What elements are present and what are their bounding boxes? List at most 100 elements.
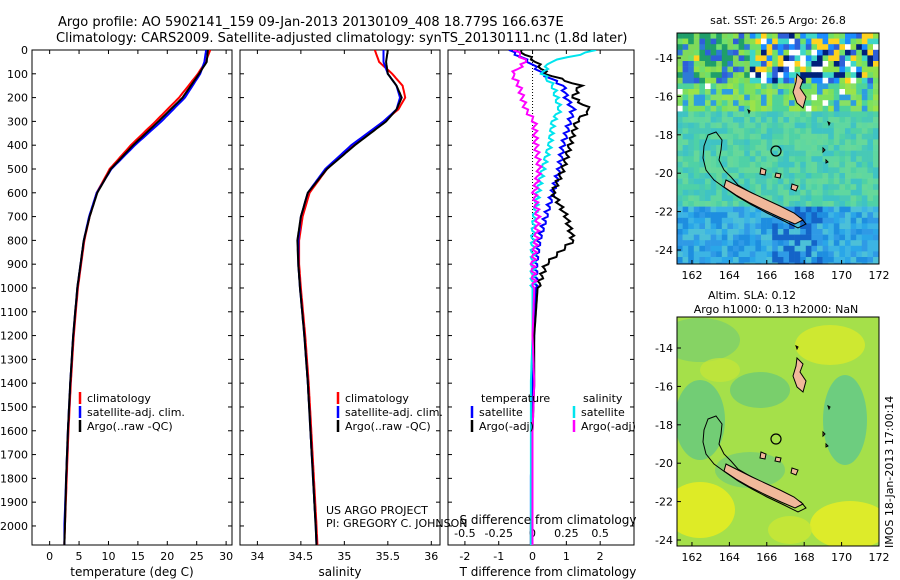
sst-cell [699, 139, 706, 146]
sst-cell [873, 66, 879, 73]
sst-cell [873, 44, 879, 51]
sst-cell [749, 167, 756, 174]
sst-cell [867, 38, 874, 45]
sst-cell [850, 105, 857, 112]
sst-cell [811, 133, 818, 140]
sst-cell [873, 77, 879, 84]
sst-cell [811, 262, 818, 264]
sst-cell [805, 212, 812, 219]
sst-cell [839, 217, 846, 224]
sst-cell [766, 77, 773, 84]
sst-cell [761, 55, 767, 62]
sst-cell [783, 139, 790, 146]
sst-cell [828, 150, 835, 157]
sst-cell [733, 161, 739, 168]
sst-cell [839, 150, 846, 157]
x-tick-label: 35.5 [376, 550, 401, 563]
sst-cell [794, 117, 801, 123]
sst-cell [856, 262, 863, 264]
sst-cell [867, 223, 874, 230]
sst-cell [693, 55, 700, 62]
x-tick-label: 10 [101, 550, 115, 563]
sst-cell [755, 33, 762, 39]
salinity-xlabel: salinity [318, 565, 361, 579]
sst-cell [800, 122, 807, 129]
sst-cell [693, 150, 700, 157]
sst-cell [772, 262, 779, 264]
sst-cell [828, 49, 835, 56]
sst-cell [833, 156, 840, 163]
sst-cell [733, 122, 739, 129]
sst-cell [867, 133, 874, 140]
sst-cell [693, 206, 700, 213]
y-tick-label: 1700 [0, 449, 28, 462]
sst-cell [733, 49, 739, 56]
sst-cell [777, 72, 784, 79]
sst-cell [867, 201, 874, 207]
sst-cell [738, 206, 745, 213]
sst-cell [677, 201, 683, 207]
sst-cell [811, 251, 818, 258]
sst-cell [828, 61, 835, 67]
map-y-tick-label: -20 [655, 167, 673, 180]
sst-cell [682, 117, 689, 123]
sst-cell [850, 111, 857, 118]
sst-cell [688, 150, 695, 157]
sst-cell [738, 111, 745, 118]
sst-cell [744, 229, 751, 235]
sst-cell [789, 156, 795, 163]
sst-cell [772, 105, 779, 112]
sst-cell [727, 111, 734, 118]
sla-yellow-patch [768, 516, 812, 544]
legend-label-t-satellite: satellite [479, 406, 523, 419]
sst-cell [738, 217, 745, 224]
sst-cell [755, 77, 762, 84]
sst-cell [749, 128, 756, 135]
sst-cell [693, 240, 700, 247]
sst-cell [677, 178, 683, 185]
sst-cell [755, 161, 762, 168]
sst-cell [766, 189, 773, 196]
sst-cell [845, 217, 851, 224]
sst-cell [699, 178, 706, 185]
sst-cell [794, 223, 801, 230]
sst-cell [716, 240, 723, 247]
sst-cell [839, 128, 846, 135]
sst-cell [693, 77, 700, 84]
sst-cell [744, 122, 751, 129]
sst-cell [794, 61, 801, 67]
sst-cell [772, 195, 779, 202]
sst-cell [744, 234, 751, 241]
sst-cell [828, 189, 835, 196]
sst-cell [716, 195, 723, 202]
sst-cell [861, 117, 868, 123]
sst-cell [744, 100, 751, 107]
sst-cell [856, 145, 863, 151]
sla-green-patch [677, 380, 725, 460]
sst-cell [817, 212, 823, 219]
sst-cell [845, 167, 851, 174]
difference-series [508, 50, 597, 545]
sst-cell [749, 257, 756, 263]
sst-cell [761, 117, 767, 123]
sst-cell [822, 184, 829, 191]
sst-cell [800, 83, 807, 90]
sst-cell [873, 240, 879, 247]
sst-cell [705, 122, 711, 129]
sst-cell [699, 38, 706, 45]
sst-cell [693, 94, 700, 101]
sst-cell [833, 66, 840, 73]
sst-cell [794, 195, 801, 202]
sst-cell [783, 94, 790, 101]
sst-cell [789, 89, 795, 95]
sst-cell [677, 44, 683, 51]
sst-cell [772, 223, 779, 230]
sst-cell [738, 251, 745, 258]
sst-cell [710, 117, 717, 123]
sst-cell [688, 240, 695, 247]
sst-cell [682, 161, 689, 168]
sst-cell [861, 173, 868, 179]
sst-cell [677, 262, 683, 264]
sst-cell [749, 105, 756, 112]
